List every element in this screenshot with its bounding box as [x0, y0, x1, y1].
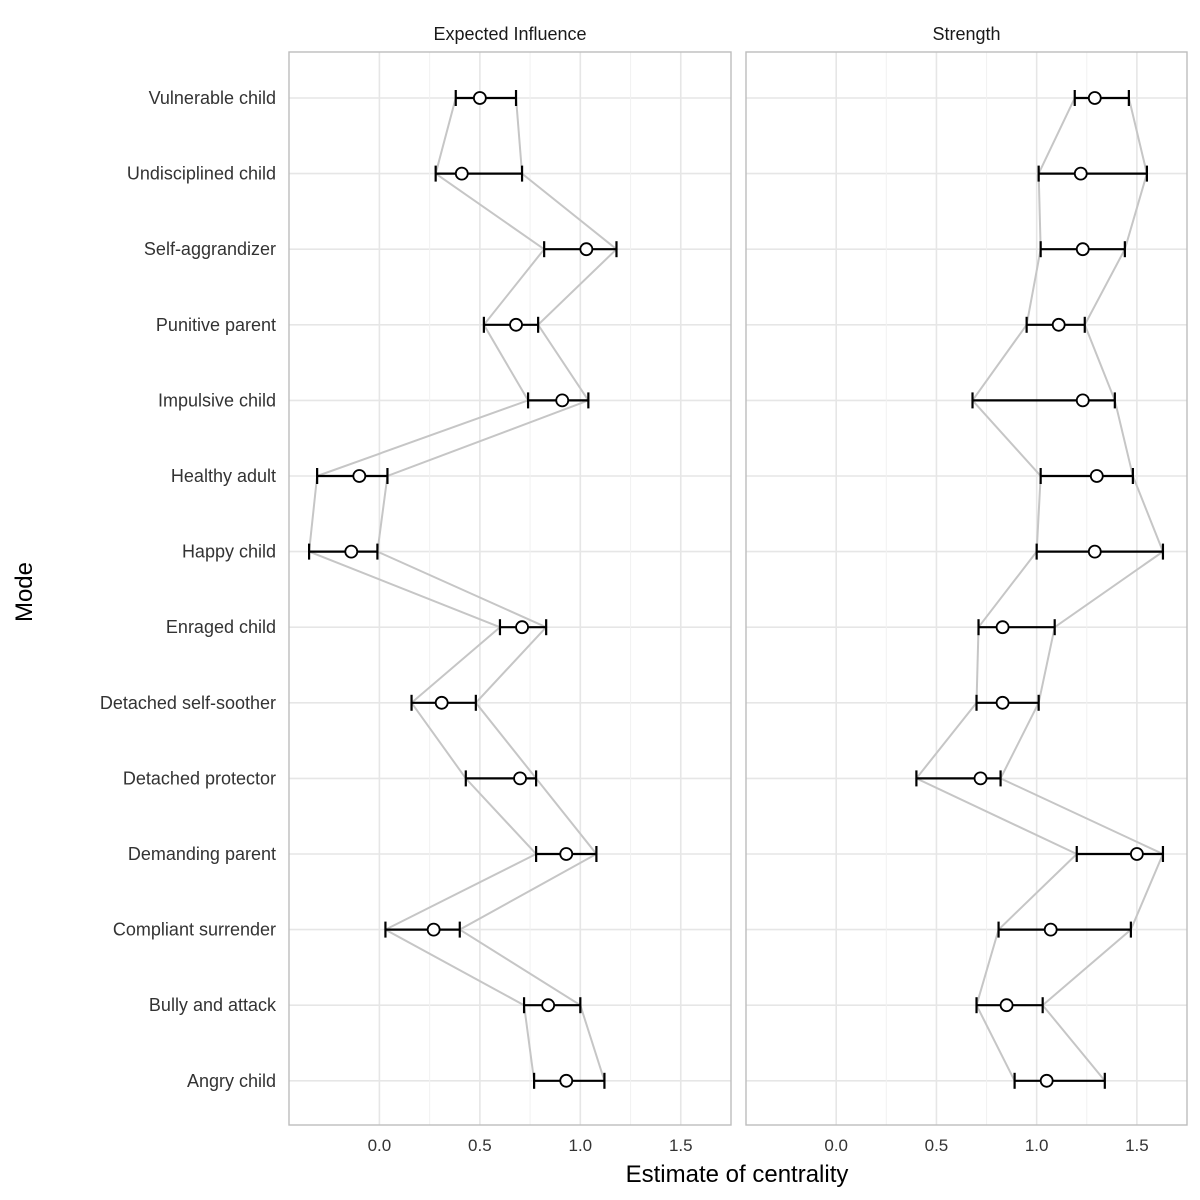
data-point — [515, 620, 529, 635]
y-tick-label: Impulsive child — [158, 390, 276, 410]
y-tick-label: Detached self-soother — [100, 693, 276, 713]
y-tick-label: Compliant surrender — [113, 920, 276, 940]
x-tick-label: 0.0 — [368, 1136, 392, 1155]
y-tick-label: Angry child — [187, 1071, 276, 1091]
panel-1: Expected Influence 0.0 0.5 1.0 1.5 — [288, 24, 732, 1155]
data-point — [1087, 544, 1102, 559]
y-tick-label: Enraged child — [166, 617, 276, 637]
y-tick-label: Healthy adult — [171, 466, 276, 486]
data-point — [1073, 166, 1088, 181]
upper-bound-connector — [376, 97, 618, 1082]
data-point — [1089, 469, 1104, 483]
y-tick-label: Demanding parent — [128, 844, 276, 864]
data-point — [995, 695, 1010, 710]
x-tick-label: 1.5 — [1125, 1136, 1149, 1155]
data-point — [426, 922, 441, 937]
y-tick-label: Punitive parent — [156, 315, 276, 335]
data-point — [509, 317, 523, 332]
panel-title: Expected Influence — [433, 24, 586, 44]
data-point — [579, 242, 594, 257]
upper-bound-connector — [999, 97, 1165, 1082]
data-point — [472, 91, 487, 105]
y-tick-label: Bully and attack — [149, 995, 277, 1015]
data-point — [559, 847, 574, 861]
x-tick-label: 0.5 — [925, 1136, 949, 1155]
y-axis-title: Mode — [11, 562, 38, 622]
data-point — [973, 771, 988, 786]
data-point — [995, 620, 1010, 635]
data-point — [344, 544, 359, 559]
x-axis-title: Estimate of centrality — [626, 1161, 849, 1188]
x-tick-label: 1.0 — [1025, 1136, 1049, 1155]
data-point — [1129, 847, 1144, 861]
data-point — [559, 1073, 574, 1088]
data-point — [1043, 922, 1058, 937]
data-point — [352, 469, 367, 483]
y-tick-label: Self-aggrandizer — [144, 239, 276, 259]
data-point — [1087, 91, 1102, 105]
panel-title: Strength — [932, 24, 1000, 44]
x-tick-label: 0.0 — [824, 1136, 848, 1155]
data-point — [555, 393, 570, 408]
data-point — [1075, 242, 1090, 257]
y-tick-label: Happy child — [182, 542, 276, 562]
y-tick-label: Detached protector — [123, 768, 276, 788]
data-point — [434, 695, 449, 710]
data-point — [541, 998, 556, 1013]
panel-border — [288, 51, 732, 1126]
data-point — [513, 771, 527, 786]
data-point — [1051, 317, 1066, 332]
y-tick-label: Vulnerable child — [149, 88, 276, 108]
data-point — [1039, 1073, 1054, 1088]
y-tick-labels: Vulnerable child Undisciplined child Self-… — [100, 88, 277, 1091]
data-point — [454, 166, 469, 181]
lower-bound-connector — [308, 97, 546, 1081]
panels-layer: Expected Influence 0.0 0.5 1.0 1.5 Strength 0.… — [288, 24, 1188, 1155]
panel-border — [745, 51, 1188, 1126]
x-tick-label: 0.5 — [468, 1136, 492, 1155]
panel-2: Strength 0.0 0.5 1.0 1.5 — [745, 24, 1188, 1155]
data-point — [999, 998, 1014, 1013]
x-tick-label: 1.5 — [669, 1136, 693, 1155]
data-point — [1075, 393, 1090, 408]
x-tick-label: 1.0 — [568, 1136, 592, 1155]
y-tick-label: Undisciplined child — [127, 164, 276, 184]
lower-bound-connector — [914, 97, 1079, 1082]
